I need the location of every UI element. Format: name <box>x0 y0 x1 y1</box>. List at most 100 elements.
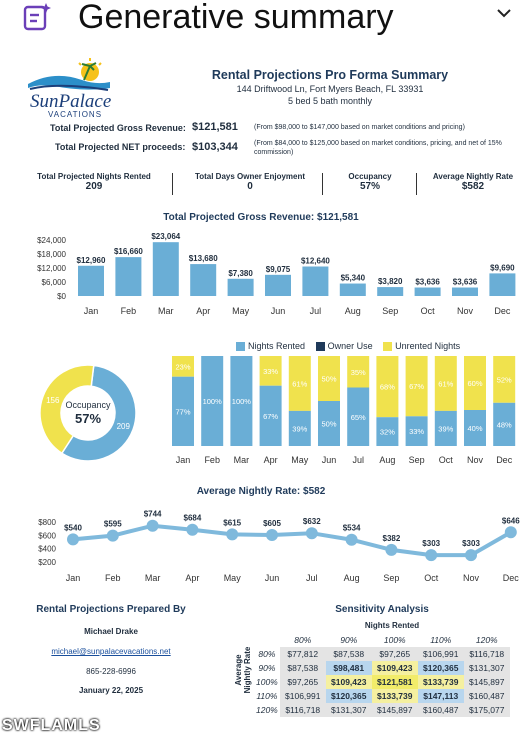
revenue-bar-label: $7,380 <box>228 269 253 278</box>
legend-unrented: Unrented Nights <box>383 341 460 352</box>
rate-chart-title: Average Nightly Rate: $582 <box>196 486 326 497</box>
sunpalace-logo <box>24 58 114 98</box>
rented-label: 65% <box>351 413 366 422</box>
sensitivity-cell: $116,718 <box>463 647 510 661</box>
x-tick-label: Jun <box>265 573 280 583</box>
kpi-value: 57% <box>359 181 380 192</box>
rented-label: 77% <box>175 407 190 416</box>
revenue-bar-label: $3,820 <box>378 277 403 286</box>
rate-point <box>266 529 278 541</box>
sensitivity-header-row: 80% 90% 100% 110% 120% <box>254 633 510 647</box>
unrented-label: 50% <box>321 375 336 384</box>
x-tick-label: Nov <box>463 573 480 583</box>
sensitivity-title: Sensitivity Analysis <box>335 604 429 615</box>
unrented-label: 61% <box>438 379 453 388</box>
y-tick-label: $800 <box>38 518 56 527</box>
revenue-bar-label: $9,075 <box>266 265 291 274</box>
sensitivity-cell: $133,739 <box>371 689 418 703</box>
prepared-phone: 865-228-6996 <box>86 667 136 676</box>
unrented-label: 67% <box>409 382 424 391</box>
revenue-bar <box>339 283 366 296</box>
revenue-bar <box>190 264 217 296</box>
kpi-divider <box>172 173 173 195</box>
rented-bar <box>376 417 399 446</box>
x-tick-label: Mar <box>145 573 161 583</box>
rented-label: 32% <box>380 428 395 437</box>
rented-bar <box>288 410 311 446</box>
unrented-label: 52% <box>497 375 512 384</box>
x-tick-label: Jan <box>84 306 99 316</box>
unrented-bar <box>376 356 399 418</box>
rate-point-label: $615 <box>223 518 241 527</box>
x-tick-label: Jan <box>176 455 191 465</box>
prepared-email-link[interactable]: michael@sunpalacevacations.net <box>51 647 171 656</box>
revenue-bar <box>489 273 516 296</box>
kpi-value: 209 <box>85 181 103 192</box>
sparkle-list-icon <box>22 2 52 37</box>
x-tick-label: Nov <box>467 455 484 465</box>
rented-bar <box>201 356 224 446</box>
row-header: 80% <box>258 649 276 659</box>
rate-point <box>146 519 159 532</box>
rate-point-label: $744 <box>144 510 162 519</box>
col-header: 80% <box>294 635 312 645</box>
x-tick-label: Apr <box>196 306 210 316</box>
rented-bar <box>259 385 282 446</box>
rate-point <box>305 527 318 540</box>
sensitivity-cell: $77,812 <box>279 647 326 661</box>
unrented-bar <box>172 356 194 377</box>
x-tick-label: Jun <box>322 455 337 465</box>
x-tick-label: May <box>224 573 242 583</box>
table-row: 120% $116,718 $131,307 $145,897 $160,487 $175… <box>254 703 510 717</box>
sensitivity-cell: $131,307 <box>325 703 372 717</box>
chevron-down-icon[interactable] <box>496 2 512 25</box>
summary-unit: 5 bed 5 bath monthly <box>287 96 373 106</box>
unrented-bar <box>493 356 516 403</box>
table-row: 110% $106,991 $120,365 $133,739 $147,113 $160… <box>254 689 510 703</box>
rate-point <box>465 549 477 562</box>
legend-owner-use: Owner Use <box>315 341 373 352</box>
rate-point-label: $646 <box>502 516 520 525</box>
x-tick-label: Apr <box>264 455 278 465</box>
sensitivity-cell: $97,265 <box>371 647 418 661</box>
sensitivity-table: 80% 90% 100% 110% 120% 80% $77,812 $87,538 $97,2… <box>254 633 510 717</box>
rate-point <box>345 533 358 546</box>
rate-point-label: $303 <box>422 539 440 548</box>
table-row: 80% $77,812 $87,538 $97,265 $106,991 $116,718 <box>254 647 510 661</box>
rate-point-label: $684 <box>184 514 202 523</box>
unrented-bar <box>434 356 457 411</box>
col-header: 90% <box>340 635 358 645</box>
sensitivity-cell: $97,265 <box>279 675 326 689</box>
rented-bar <box>405 416 428 446</box>
unrented-bar <box>464 356 486 410</box>
rate-point <box>67 533 79 546</box>
rented-label: 67% <box>263 412 278 421</box>
y-tick-label: $400 <box>38 545 56 554</box>
revenue-bar <box>265 274 291 296</box>
y-tick-label: $600 <box>38 531 56 540</box>
x-tick-label: Oct <box>424 573 439 583</box>
unrented-bar <box>318 356 340 401</box>
y-tick-label: $6,000 <box>42 278 67 287</box>
kpi-divider <box>416 173 417 195</box>
legend-nights-rented: Nights Rented <box>236 341 305 352</box>
row-header: 90% <box>258 663 276 673</box>
logo-sub: VACATIONS <box>48 110 103 119</box>
sensitivity-cell: $133,739 <box>417 675 464 689</box>
kpi-row: Total Projected Nights Rented 209 Total … <box>0 170 522 196</box>
unrented-label: 35% <box>351 368 366 377</box>
kpi-value: $582 <box>461 181 485 192</box>
rate-point-label: $605 <box>263 519 281 528</box>
revenue-bar-label: $12,640 <box>301 257 330 266</box>
revenue-bar-label: $9,690 <box>490 263 515 272</box>
rented-bar <box>434 410 457 446</box>
x-tick-label: Jan <box>66 573 81 583</box>
prepared-title: Rental Projections Prepared By <box>36 604 186 615</box>
sensitivity-cell: $98,481 <box>325 661 372 675</box>
page-title: Generative summary <box>78 0 394 36</box>
gross-value: $121,581 <box>192 121 238 133</box>
sensitivity-cell: $160,487 <box>463 689 510 703</box>
revenue-bar <box>452 287 478 296</box>
kpi-nightly-rate: Average Nightly Rate $582 <box>424 172 522 192</box>
